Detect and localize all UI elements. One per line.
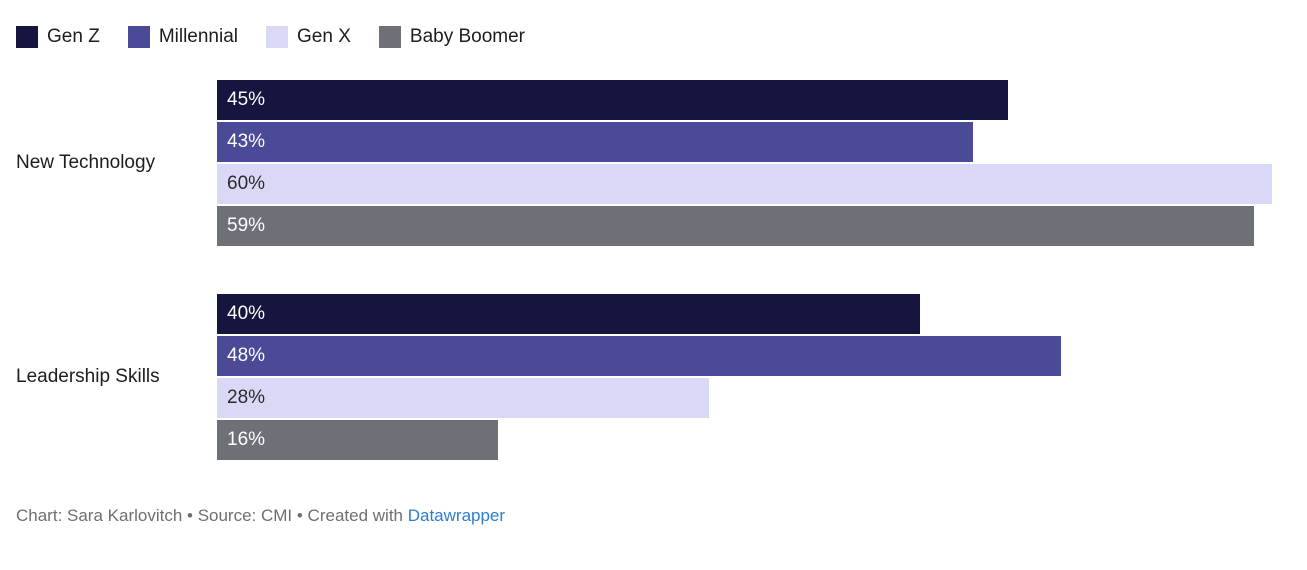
legend-swatch — [16, 26, 38, 48]
category-group: Leadership Skills 40% 48% 28% 16% — [0, 294, 1307, 460]
bar-gen-z: 40% — [217, 294, 921, 334]
legend-item: Baby Boomer — [378, 26, 526, 48]
bar-track: 16% — [217, 420, 1307, 460]
legend-item: Gen X — [266, 26, 351, 48]
legend-swatch — [127, 26, 150, 48]
category-group: New Technology 45% 43% 60% 59% — [0, 80, 1307, 246]
bar-value-label: 28% — [227, 387, 266, 408]
bar-group: 40% 48% 28% 16% — [217, 294, 1307, 460]
legend-item: Gen Z — [16, 26, 100, 48]
legend-label: Gen Z — [47, 26, 100, 47]
bar-value-label: 59% — [227, 215, 266, 236]
legend-label: Gen X — [297, 26, 351, 47]
bar-track: 60% — [217, 164, 1307, 204]
bar-value-label: 40% — [227, 303, 266, 324]
bar-value-label: 60% — [227, 173, 266, 194]
datawrapper-link[interactable]: Datawrapper — [407, 506, 506, 525]
bar-millennial: 48% — [217, 336, 1061, 376]
bar-gen-z: 45% — [217, 80, 1009, 120]
bar-baby-boomer: 16% — [217, 420, 499, 460]
category-label: New Technology — [16, 152, 156, 173]
bar-track: 28% — [217, 378, 1307, 418]
bar-baby-boomer: 59% — [217, 206, 1255, 246]
legend-item: Millennial — [127, 26, 239, 48]
attribution-text: Chart: Sara Karlovitch • Source: CMI • C… — [16, 506, 408, 525]
bar-chart: New Technology 45% 43% 60% 59% Leadership Ski… — [0, 80, 1307, 460]
bar-gen-x: 28% — [217, 378, 710, 418]
bar-gen-x: 60% — [217, 164, 1272, 204]
bar-track: 48% — [217, 336, 1307, 376]
bar-track: 43% — [217, 122, 1307, 162]
legend-swatch — [378, 26, 401, 48]
bar-value-label: 45% — [227, 89, 266, 110]
legend-swatch — [266, 26, 289, 48]
bar-value-label: 48% — [227, 345, 266, 366]
bar-track: 59% — [217, 206, 1307, 246]
category-label: Leadership Skills — [16, 366, 160, 387]
attribution: Chart: Sara Karlovitch • Source: CMI • C… — [16, 506, 1307, 526]
bar-value-label: 43% — [227, 131, 266, 152]
bar-track: 45% — [217, 80, 1307, 120]
bar-value-label: 16% — [227, 429, 266, 450]
bar-millennial: 43% — [217, 122, 973, 162]
legend: Gen Z Millennial Gen X Baby Boomer — [16, 26, 1307, 48]
bar-group: 45% 43% 60% 59% — [217, 80, 1307, 246]
bar-track: 40% — [217, 294, 1307, 334]
legend-label: Millennial — [158, 26, 239, 47]
legend-label: Baby Boomer — [409, 26, 526, 47]
